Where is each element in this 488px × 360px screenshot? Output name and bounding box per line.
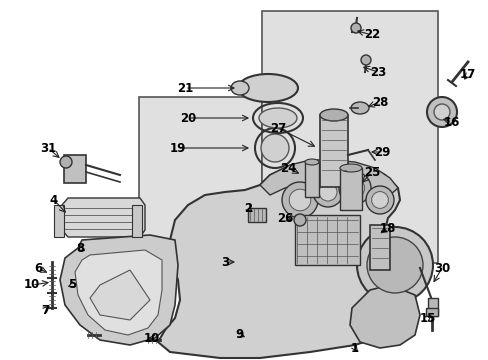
Text: 31: 31 xyxy=(40,141,56,154)
Circle shape xyxy=(366,237,422,293)
Polygon shape xyxy=(90,270,150,320)
Text: 6: 6 xyxy=(34,261,42,274)
Polygon shape xyxy=(60,235,178,345)
Text: 16: 16 xyxy=(443,116,459,129)
Polygon shape xyxy=(158,160,414,358)
Text: 7: 7 xyxy=(41,303,49,316)
Bar xyxy=(425,308,437,316)
Text: 23: 23 xyxy=(369,66,386,78)
Circle shape xyxy=(350,23,360,33)
Ellipse shape xyxy=(305,159,318,165)
Text: 3: 3 xyxy=(221,256,228,269)
Text: 10: 10 xyxy=(143,332,160,345)
Text: 19: 19 xyxy=(169,141,186,154)
Circle shape xyxy=(288,189,310,211)
Text: 25: 25 xyxy=(363,166,379,179)
Ellipse shape xyxy=(339,164,361,172)
Bar xyxy=(339,168,361,210)
Text: 15: 15 xyxy=(419,311,435,324)
Text: 22: 22 xyxy=(363,28,379,41)
Circle shape xyxy=(293,214,305,226)
Bar xyxy=(305,162,318,197)
Circle shape xyxy=(60,156,72,168)
Bar xyxy=(64,155,86,183)
Text: 4: 4 xyxy=(50,194,58,207)
Bar xyxy=(319,115,347,187)
Bar xyxy=(294,215,359,265)
Polygon shape xyxy=(349,285,419,348)
Text: 26: 26 xyxy=(276,211,293,225)
Text: 27: 27 xyxy=(269,122,285,135)
Circle shape xyxy=(365,186,393,214)
Text: 17: 17 xyxy=(459,68,475,81)
Text: 24: 24 xyxy=(279,162,296,175)
Circle shape xyxy=(360,55,370,65)
Text: 2: 2 xyxy=(244,202,251,215)
Circle shape xyxy=(261,134,288,162)
Bar xyxy=(427,298,437,316)
Ellipse shape xyxy=(238,74,297,102)
Text: 9: 9 xyxy=(235,328,244,342)
Bar xyxy=(139,97,261,259)
Circle shape xyxy=(433,104,449,120)
Bar xyxy=(54,205,64,237)
Polygon shape xyxy=(260,160,397,195)
Text: 29: 29 xyxy=(373,145,389,158)
Bar xyxy=(369,225,389,270)
Ellipse shape xyxy=(350,102,368,114)
Text: 21: 21 xyxy=(177,81,193,94)
Circle shape xyxy=(371,192,387,208)
Bar xyxy=(247,208,265,222)
Circle shape xyxy=(426,97,456,127)
Text: 30: 30 xyxy=(433,261,449,274)
Circle shape xyxy=(356,227,432,303)
Text: 18: 18 xyxy=(379,221,395,234)
Text: 10: 10 xyxy=(24,279,40,292)
Ellipse shape xyxy=(259,108,296,128)
Circle shape xyxy=(282,182,317,218)
Text: 1: 1 xyxy=(350,342,358,355)
Circle shape xyxy=(318,183,336,201)
Circle shape xyxy=(312,177,342,207)
Circle shape xyxy=(345,179,364,198)
Text: 28: 28 xyxy=(371,95,387,108)
Circle shape xyxy=(338,172,370,204)
Ellipse shape xyxy=(319,109,347,121)
Polygon shape xyxy=(62,198,145,237)
Ellipse shape xyxy=(230,81,248,95)
Bar xyxy=(132,205,142,237)
Text: 20: 20 xyxy=(180,112,196,125)
Polygon shape xyxy=(75,250,162,335)
Bar xyxy=(261,11,437,263)
Text: 8: 8 xyxy=(76,242,84,255)
Text: 5: 5 xyxy=(68,279,76,292)
